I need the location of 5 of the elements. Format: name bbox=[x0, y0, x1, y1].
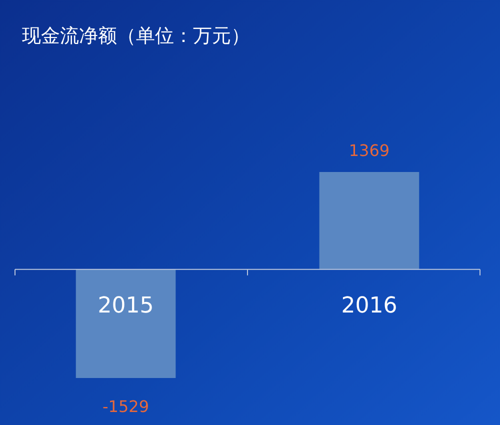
x-tick-label: 2016 bbox=[341, 293, 398, 318]
data-label: -1529 bbox=[102, 397, 150, 416]
chart-title: 现金流净额（单位：万元） bbox=[22, 25, 250, 47]
x-tick-label: 2015 bbox=[98, 293, 154, 318]
data-label: 1369 bbox=[348, 141, 390, 160]
